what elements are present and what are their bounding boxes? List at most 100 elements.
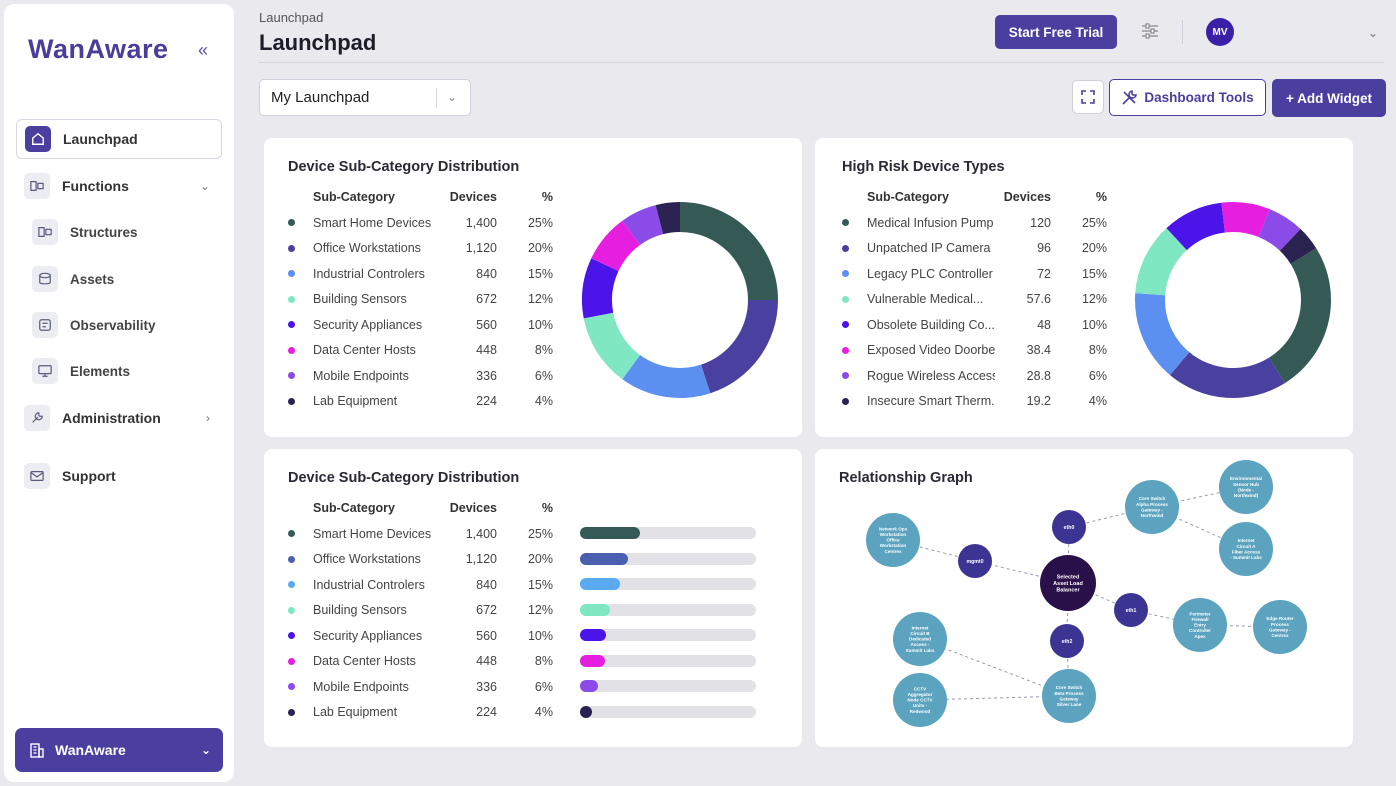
table-row[interactable]: Vulnerable Medical... 57.6 12% <box>842 287 1107 313</box>
table-row[interactable]: Building Sensors 672 12% <box>288 598 553 624</box>
graph-node-label-line: Workstation <box>880 543 907 548</box>
donut-slice[interactable] <box>1221 202 1270 237</box>
devices-cell: 1,400 <box>465 526 497 541</box>
legend-dot <box>842 346 867 354</box>
breadcrumb[interactable]: Launchpad <box>259 10 324 25</box>
table-row[interactable]: Security Appliances 560 10% <box>288 623 553 649</box>
sidebar-item-observability[interactable]: Observability <box>32 305 222 345</box>
table-row[interactable]: Medical Infusion Pump 120 25% <box>842 210 1107 236</box>
table-row[interactable]: Insecure Smart Therm... 19.2 4% <box>842 389 1107 415</box>
graph-node-circle <box>866 513 920 567</box>
donut-slice[interactable] <box>1135 228 1187 296</box>
graph-node-circle <box>893 673 947 727</box>
donut-slice[interactable] <box>701 300 778 394</box>
graph-node[interactable]: eth0 <box>1052 510 1086 544</box>
sidebar-item-assets[interactable]: Assets <box>32 259 222 299</box>
table-row[interactable]: Office Workstations 1,120 20% <box>288 236 553 262</box>
wanaware-logo[interactable]: WanAware <box>28 34 169 64</box>
legend-dot <box>842 372 867 380</box>
graph-node-circle <box>1052 510 1086 544</box>
donut-slice[interactable] <box>680 202 778 300</box>
tools-icon <box>1122 89 1138 105</box>
settings-sliders-icon[interactable] <box>1139 20 1161 42</box>
graph-node[interactable]: mgmt0 <box>958 544 992 578</box>
devices-cell: 224 <box>476 394 497 409</box>
graph-node[interactable]: eth2 <box>1050 624 1084 658</box>
graph-node[interactable]: Network Ops Workstation Office Workstation C… <box>866 513 920 567</box>
donut-slice[interactable] <box>622 355 711 398</box>
legend-dot <box>288 657 313 665</box>
start-free-trial-button[interactable]: Start Free Trial <box>995 15 1117 49</box>
table-row[interactable]: Smart Home Devices 1,400 25% <box>288 210 553 236</box>
collapse-sidebar-icon[interactable]: « <box>198 40 209 60</box>
graph-node[interactable]: eth1 <box>1114 593 1148 627</box>
legend-dot <box>288 606 313 614</box>
donut-slice[interactable] <box>1135 293 1190 376</box>
table-row[interactable]: Security Appliances 560 10% <box>288 312 553 338</box>
donut-slice[interactable] <box>582 258 619 319</box>
graph-node[interactable]: Core Switch Beta Process Gateway Silver Lan… <box>1042 669 1096 723</box>
launchpad-select[interactable]: My Launchpad ⌄ <box>259 79 471 116</box>
table-row[interactable]: Office Workstations 1,120 20% <box>288 547 553 573</box>
table-row[interactable]: Obsolete Building Co... 48 10% <box>842 312 1107 338</box>
table-row[interactable]: Lab Equipment 224 4% <box>288 700 553 726</box>
avatar[interactable]: MV <box>1206 18 1234 46</box>
donut-slice[interactable] <box>1258 209 1301 251</box>
graph-node[interactable]: Environmental Sensor Hub (Node -Northwind) <box>1219 460 1273 514</box>
sub-category-cell: Smart Home Devices <box>313 526 432 541</box>
devices-cell: 672 <box>476 292 497 307</box>
graph-node[interactable]: CCTV Aggregator Node CCTV Units -Redwood <box>893 673 947 727</box>
donut-slice[interactable] <box>1279 229 1317 264</box>
donut-chart <box>582 202 778 398</box>
donut-slice[interactable] <box>1170 352 1285 398</box>
donut-slice[interactable] <box>655 202 680 235</box>
legend-dot <box>288 321 313 329</box>
sidebar-item-elements[interactable]: Elements <box>32 351 222 391</box>
sidebar-item-functions[interactable]: Functions ⌄ <box>16 166 222 206</box>
table-row[interactable]: Industrial Controlers 840 15% <box>288 261 553 287</box>
relationship-graph[interactable]: Selected Asset Load Balancer mgmt0 eth0 eth1 e… <box>815 449 1353 747</box>
sidebar-item-structures[interactable]: Structures <box>32 212 222 252</box>
sidebar-item-support[interactable]: Support <box>16 456 222 496</box>
sub-category-cell: Exposed Video Doorbell <box>867 343 995 358</box>
sub-category-cell: Security Appliances <box>313 628 423 643</box>
graph-node[interactable]: Selected Asset Load Balancer <box>1040 555 1096 611</box>
donut-slice[interactable] <box>591 220 641 272</box>
graph-node[interactable]: Internet Circuit B Dedicated Access -Summit… <box>893 612 947 666</box>
donut-slice[interactable] <box>1269 248 1331 384</box>
donut-slice[interactable] <box>583 312 641 380</box>
graph-node[interactable]: Core Switch Alpha Process Gateway -Northwi… <box>1125 480 1179 534</box>
sidebar-item-administration[interactable]: Administration › <box>16 398 222 438</box>
table-row[interactable]: Mobile Endpoints 336 6% <box>288 363 553 389</box>
sub-category-cell: Vulnerable Medical... <box>867 292 984 307</box>
graph-node-label: Selected Asset Load Balancer <box>1053 574 1083 593</box>
table-row[interactable]: Rogue Wireless Access... 28.8 6% <box>842 363 1107 389</box>
add-widget-button[interactable]: + Add Widget <box>1272 79 1386 117</box>
legend-dot <box>288 244 313 252</box>
table-row[interactable]: Lab Equipment 224 4% <box>288 389 553 415</box>
widget-title: Device Sub-Category Distribution <box>288 159 520 175</box>
organization-select[interactable]: WanAware ⌄ <box>15 728 223 772</box>
table-row[interactable]: Unpatched IP Camera 96 20% <box>842 236 1107 262</box>
donut-slice[interactable] <box>622 205 664 245</box>
observability-icon <box>32 312 58 338</box>
donut-slice[interactable] <box>1166 202 1225 251</box>
legend-dot <box>842 270 867 278</box>
fullscreen-button[interactable] <box>1072 80 1104 114</box>
table-row[interactable]: Mobile Endpoints 336 6% <box>288 674 553 700</box>
table-row[interactable]: Data Center Hosts 448 8% <box>288 649 553 675</box>
chevron-down-icon[interactable]: ⌄ <box>1368 26 1379 40</box>
graph-node[interactable]: Edge Router Process Gateway -Centrex <box>1253 600 1307 654</box>
graph-node[interactable]: Perimeter Firewall Entry Controller Apex <box>1173 598 1227 652</box>
table-row[interactable]: Exposed Video Doorbell 38.4 8% <box>842 338 1107 364</box>
table-row[interactable]: Building Sensors 672 12% <box>288 287 553 313</box>
graph-node[interactable]: Internet Circuit A Fiber Access - Summit La… <box>1219 522 1273 576</box>
sidebar-item-launchpad[interactable]: Launchpad <box>16 119 222 159</box>
widget-title: Relationship Graph <box>839 470 973 486</box>
table-row[interactable]: Industrial Controlers 840 15% <box>288 572 553 598</box>
table-row[interactable]: Data Center Hosts 448 8% <box>288 338 553 364</box>
dashboard-tools-button[interactable]: Dashboard Tools <box>1109 79 1266 116</box>
percent-cell: 10% <box>1081 317 1107 332</box>
table-row[interactable]: Smart Home Devices 1,400 25% <box>288 521 553 547</box>
table-row[interactable]: Legacy PLC Controller 72 15% <box>842 261 1107 287</box>
